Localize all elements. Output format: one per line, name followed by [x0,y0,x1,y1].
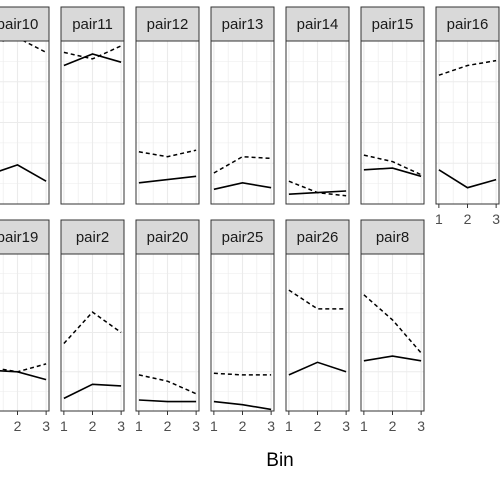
x-tick-label: 3 [492,211,500,227]
panel-grid [286,41,349,204]
panel-grid [436,41,499,204]
facet-pair15: pair15 [360,6,425,205]
facet-strip [60,6,125,42]
facet-strip [360,219,425,255]
x-tick-label: 1 [135,418,143,434]
facet-label: pair15 [372,16,414,33]
panel-grid [136,41,199,204]
series-line-solid [213,181,272,191]
facet-pair10: pair10 [0,6,50,205]
series-line-solid [288,190,347,195]
facet-strip [135,219,200,255]
series-line-solid [288,361,347,376]
facet-strip [135,6,200,42]
panel-grid [61,41,124,204]
panel-grid [361,41,424,204]
panel-grid [0,254,49,411]
facet-strip [285,6,350,42]
facet-label: pair26 [297,229,339,246]
facet-label: pair13 [222,16,264,33]
x-tick-label: 3 [42,418,50,434]
facet-pair16: pair16 1 2 3 [435,6,500,227]
x-tick-label: 1 [285,418,293,434]
series-line-dashed [63,311,122,345]
facet-strip [0,6,50,42]
facet-strip [285,219,350,255]
series-line-solid [63,383,122,400]
facet-strip [360,6,425,42]
facet-pair2: pair2 1 2 3 [60,219,125,434]
x-tick-label: 2 [164,418,172,434]
facet-strip [0,219,50,255]
x-tick-label: 2 [239,418,247,434]
series-line-dashed [63,45,122,60]
series-line-dashed [213,155,272,174]
facet-label: pair2 [76,229,109,246]
facet-pair19: pair19123 [0,219,50,434]
facet-strip [210,6,275,42]
series-line-solid [0,164,47,182]
x-tick-label: 1 [210,418,218,434]
facet-pair13: pair13 [210,6,275,205]
facet-strip [60,219,125,255]
facet-label: pair14 [297,16,339,33]
x-tick-label: 3 [417,418,425,434]
facet-label: pair25 [222,229,264,246]
panel-grid [211,254,274,411]
x-tick-label: 2 [14,418,22,434]
facet-pair12: pair12 [135,6,200,205]
x-tick-label: 2 [89,418,97,434]
facet-strip [210,219,275,255]
x-tick-label: 1 [360,418,368,434]
facet-pair25: pair25 1 2 3 [210,219,275,434]
panel-grid [136,254,199,411]
series-line-dashed [138,374,197,395]
series-line-solid [63,53,122,67]
series-line-solid [363,355,422,362]
facet-pair8: pair8 1 2 3 [360,219,425,434]
facet-label: pair8 [376,229,409,246]
facet-pair26: pair26 1 2 3 [285,219,350,434]
x-tick-label: 2 [314,418,322,434]
series-line-dashed [138,149,197,158]
facet-label: pair10 [0,16,38,33]
x-tick-label: 2 [464,211,472,227]
panels-layer: pair10 pair11 pair12 pair13 pair14 pair15 pair… [0,6,500,434]
series-line-solid [138,175,197,184]
series-line-solid [0,370,47,381]
panel-grid [286,254,349,411]
facet-pair20: pair20 1 2 3 [135,219,200,434]
series-line-solid [213,400,272,411]
series-line-dashed [438,59,497,76]
facet-label: pair12 [147,16,189,33]
panel-grid [0,41,49,204]
panel-grid [211,41,274,204]
facet-label: pair19 [0,229,38,246]
series-line-solid [363,167,422,178]
x-tick-label: 1 [60,418,68,434]
series-line-dashed [213,372,272,376]
facet-pair11: pair11 [60,6,125,205]
series-line-dashed [363,154,422,176]
series-line-dashed [363,294,422,354]
x-tick-label: 1 [435,211,443,227]
facet-label: pair20 [147,229,189,246]
x-axis-title: Bin [266,450,293,471]
series-line-solid [438,169,497,189]
facet-label: pair11 [72,16,113,33]
facet-label: pair16 [447,16,489,33]
series-line-solid [138,399,197,403]
facet-pair14: pair14 [285,6,350,205]
x-tick-label: 3 [192,418,200,434]
facet-strip [435,6,500,42]
panel-grid [361,254,424,411]
x-tick-label: 2 [389,418,397,434]
x-tick-label: 3 [267,418,275,434]
x-tick-label: 3 [117,418,125,434]
x-tick-label: 3 [342,418,350,434]
